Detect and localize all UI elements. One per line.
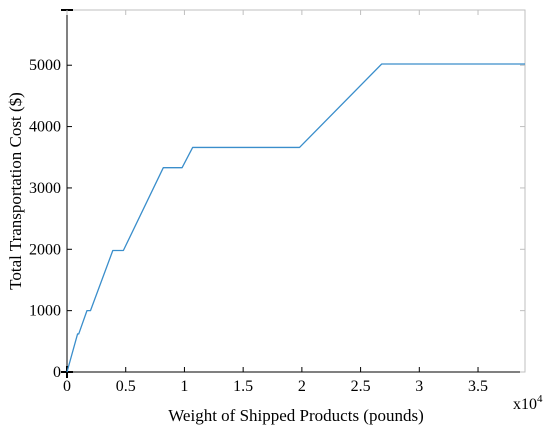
x-axis-multiplier: x104 [513,393,543,413]
y-tick-label: 1000 [29,303,61,320]
x-axis-title: Weight of Shipped Products (pounds) [168,406,424,425]
series-layer [66,63,525,373]
x-tick-label: 1.5 [233,378,253,395]
x-axis-multiplier-exponent: 4 [537,393,543,405]
y-axis-title: Total Transportation Cost ($) [6,92,25,290]
x-tick-label: 1 [180,378,188,395]
y-tick-label: 3000 [29,180,61,197]
x-axis-ticks: 0 0.5 1 1.5 2 2.5 3 3.5 [63,10,488,395]
y-axis-ticks: 0 1000 2000 3000 4000 5000 [29,57,525,381]
x-tick-label: 0 [63,378,71,395]
x-tick-label: 3 [415,378,423,395]
x-tick-label: 0.5 [116,378,136,395]
y-tick-label: 2000 [29,241,61,258]
series-line [66,63,525,373]
y-tick-label: 4000 [29,119,61,136]
x-tick-label: 3.5 [468,378,488,395]
y-tick-label: 0 [53,364,61,381]
x-tick-label: 2 [298,378,306,395]
y-tick-label: 5000 [29,57,61,74]
plot-area [66,9,526,373]
x-axis-multiplier-base: x10 [513,396,537,413]
x-tick-label: 2.5 [351,378,371,395]
